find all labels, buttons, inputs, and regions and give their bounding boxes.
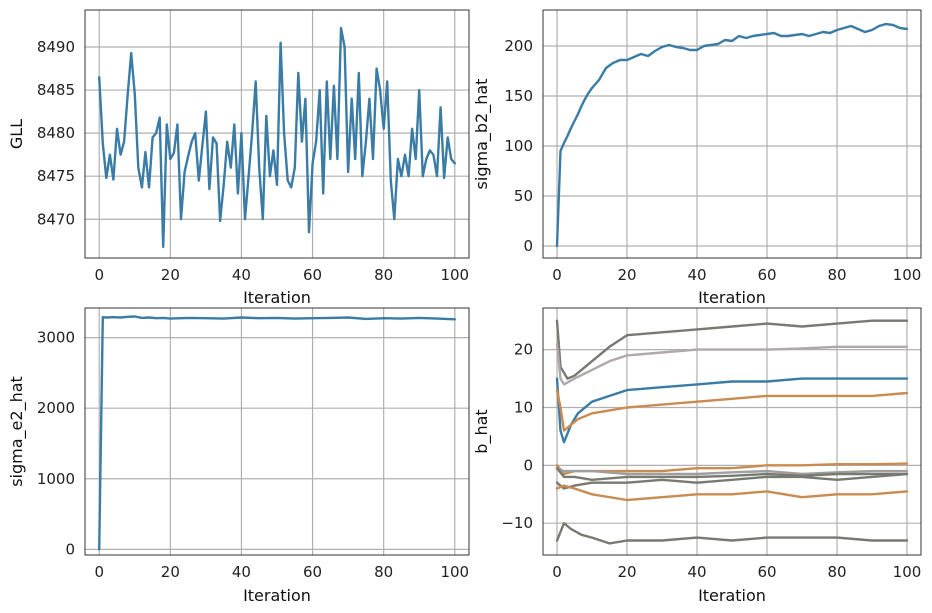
sigma-e2-x-tick-label: 60 [303, 563, 322, 581]
sigma-b2-plot-frame [542, 9, 922, 259]
b-hat-series-line-6 [555, 467, 909, 481]
b-hat-y-tick-label: 20 [514, 341, 533, 359]
gll-x-tick-label: 60 [303, 266, 322, 284]
b-hat-x-axis-label: Iteration [698, 586, 766, 605]
b-hat-y-tick-label: 10 [514, 398, 533, 416]
b-hat-series-line-9 [555, 522, 909, 545]
gll-y-tick-label: 8480 [37, 124, 75, 142]
gll-plot-frame [84, 9, 470, 259]
sigma-e2-y-tick-label: 0 [65, 540, 75, 558]
sigma-b2-x-tick-label: 0 [552, 266, 562, 284]
sigma-e2-x-tick-label: 20 [161, 563, 180, 581]
sigma-e2-y-tick-label: 3000 [37, 329, 75, 347]
sigma-b2-x-tick-label: 20 [617, 266, 636, 284]
sigma-b2-series-line-0 [555, 22, 909, 248]
sigma-e2-x-tick-label: 0 [94, 563, 104, 581]
b-hat-x-tick-label: 100 [893, 563, 922, 581]
sigma-b2-x-tick-label: 80 [827, 266, 846, 284]
sigma-e2-x-tick-label: 80 [374, 563, 393, 581]
sigma-e2-plot-frame [84, 307, 470, 556]
sigma-b2-y-tick-label: 150 [504, 87, 533, 105]
b-hat-series-line-3 [555, 388, 909, 432]
sigma-e2-series-line-0 [97, 315, 456, 551]
sigma-b2-x-tick-label: 60 [757, 266, 776, 284]
gll-x-tick-label: 20 [161, 266, 180, 284]
gll-y-tick-label: 8490 [37, 38, 75, 56]
b-hat-series-line-1 [555, 342, 909, 386]
b-hat-y-tick-label: 0 [523, 456, 533, 474]
sigma-b2-x-tick-label: 100 [893, 266, 922, 284]
gll-x-tick-label: 0 [94, 266, 104, 284]
b-hat-x-tick-label: 60 [757, 563, 776, 581]
gll-x-tick-label: 80 [374, 266, 393, 284]
gll-x-tick-label: 100 [440, 266, 469, 284]
b-hat-series-group [555, 319, 909, 545]
sigma-b2-y-tick-label: 0 [523, 237, 533, 255]
sigma-b2-series-group [555, 22, 909, 248]
sigma-e2-y-tick-label: 1000 [37, 470, 75, 488]
b-hat-x-tick-label: 0 [552, 563, 562, 581]
sigma-e2-x-axis-label: Iteration [243, 586, 311, 605]
sigma-b2-y-tick-label: 50 [514, 187, 533, 205]
sigma-e2-x-tick-label: 100 [440, 563, 469, 581]
sigma-e2-grid [85, 308, 469, 555]
gll-x-axis-label: Iteration [243, 288, 311, 307]
subplot-sigma-e2-hat: 0 20 40 60 80 1000100020003000Iterationsigma_… [7, 307, 470, 605]
b-hat-series-line-7 [555, 472, 909, 490]
sigma-b2-y-tick-label: 200 [504, 37, 533, 55]
subplot-b-hat: 0 20 40 60 80 100 −10 0 10 20 Iteration b_hat [472, 307, 922, 605]
gll-y-tick-label: 8470 [37, 210, 75, 228]
b-hat-grid [543, 308, 921, 555]
sigma-b2-y-tick-label: 100 [504, 137, 533, 155]
b-hat-x-tick-label: 80 [827, 563, 846, 581]
b-hat-series-line-8 [555, 484, 909, 502]
b-hat-plot-frame [542, 307, 922, 556]
b-hat-series-line-2 [555, 377, 909, 444]
subplot-sigma-b2-hat: 0 20 40 60 80 100 0 50 100 150 200 Iteration sigma_b… [472, 9, 922, 307]
gll-series-group [97, 26, 456, 249]
gll-series-line-0 [97, 26, 456, 249]
sigma-b2-y-axis-label: sigma_b2_hat [472, 79, 492, 190]
b-hat-y-axis-label: b_hat [472, 409, 492, 453]
gll-grid [85, 10, 469, 258]
sigma-b2-x-tick-label: 40 [687, 266, 706, 284]
b-hat-x-tick-label: 20 [617, 563, 636, 581]
sigma-b2-x-axis-label: Iteration [698, 288, 766, 307]
gll-y-tick-label: 8485 [37, 81, 75, 99]
gll-y-tick-label: 8475 [37, 167, 75, 185]
b-hat-series-line-0 [555, 319, 909, 380]
gll-y-axis-label: GLL [7, 119, 26, 149]
sigma-e2-y-tick-label: 2000 [37, 399, 75, 417]
sigma-e2-x-tick-label: 40 [232, 563, 251, 581]
b-hat-y-tick-label: −10 [501, 514, 533, 532]
subplot-gll: 0 20 40 60 80 100 8470 8475 8480 8485 8490 Iteratio… [7, 9, 470, 307]
sigma-e2-series-group [97, 315, 456, 551]
gll-x-tick-label: 40 [232, 266, 251, 284]
sigma-e2-y-axis-label: sigma_e2_hat [7, 376, 27, 487]
b-hat-x-tick-label: 40 [687, 563, 706, 581]
b-hat-series-line-5 [555, 467, 909, 476]
sigma-b2-grid [543, 10, 921, 258]
